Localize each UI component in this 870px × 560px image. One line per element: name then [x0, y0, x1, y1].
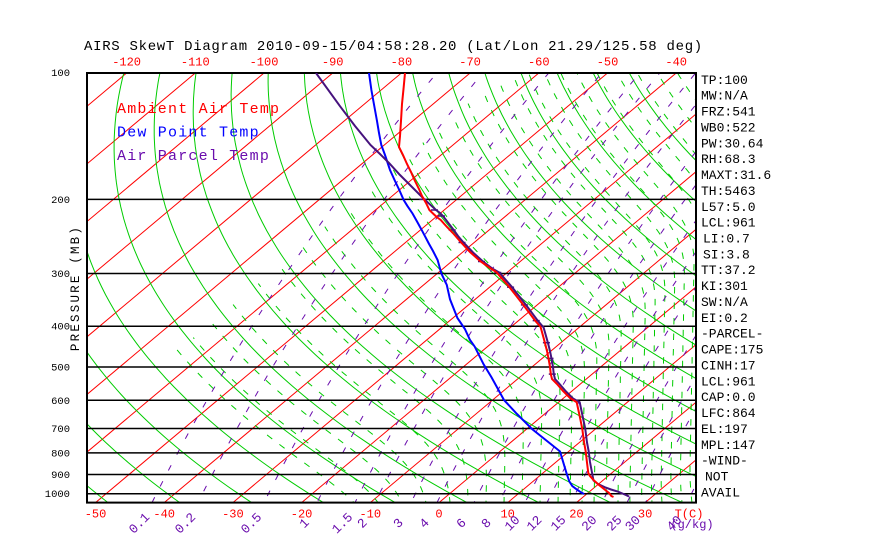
svg-text:-50: -50	[85, 508, 107, 522]
svg-text:T(C): T(C)	[675, 508, 704, 522]
svg-text:600: 600	[51, 396, 70, 408]
svg-text:-20: -20	[291, 508, 313, 522]
svg-text:RH:68.3: RH:68.3	[701, 152, 756, 167]
svg-text:-PARCEL-: -PARCEL-	[701, 327, 763, 342]
svg-text:-30: -30	[222, 508, 244, 522]
svg-text:LFC:864: LFC:864	[701, 406, 756, 421]
svg-text:-70: -70	[459, 56, 481, 70]
svg-text:TP:100: TP:100	[701, 73, 748, 88]
svg-text:Air Parcel Temp: Air Parcel Temp	[117, 148, 270, 165]
svg-text:TH:5463: TH:5463	[701, 184, 756, 199]
svg-text:EL:197: EL:197	[701, 422, 748, 437]
svg-text:KI:301: KI:301	[701, 279, 748, 294]
svg-text:200: 200	[51, 195, 70, 207]
svg-text:Ambient Air Temp: Ambient Air Temp	[117, 101, 280, 118]
svg-text:NOT: NOT	[705, 470, 729, 485]
svg-text:-40: -40	[665, 56, 687, 70]
svg-text:SI:3.8: SI:3.8	[703, 247, 750, 262]
svg-text:1000: 1000	[45, 489, 70, 501]
svg-text:300: 300	[51, 269, 70, 281]
svg-text:-60: -60	[528, 56, 550, 70]
svg-text:500: 500	[51, 363, 70, 375]
svg-text:AVAIL: AVAIL	[701, 485, 740, 500]
svg-text:800: 800	[51, 448, 70, 460]
svg-text:CINH:17: CINH:17	[701, 359, 756, 374]
svg-text:AIRS SkewT Diagram 2010-09-15/: AIRS SkewT Diagram 2010-09-15/04:58:28.2…	[84, 39, 703, 55]
svg-text:30: 30	[638, 508, 652, 522]
svg-text:MW:N/A: MW:N/A	[701, 89, 748, 104]
svg-text:MPL:147: MPL:147	[701, 438, 756, 453]
svg-text:-50: -50	[597, 56, 619, 70]
svg-text:CAPE:175: CAPE:175	[701, 343, 763, 358]
svg-text:(g/kg): (g/kg)	[670, 518, 713, 532]
svg-text:20: 20	[569, 508, 583, 522]
svg-text:MAXT:31.6: MAXT:31.6	[701, 168, 771, 183]
svg-text:700: 700	[51, 424, 70, 436]
svg-text:-WIND-: -WIND-	[701, 454, 748, 469]
svg-text:EI:0.2: EI:0.2	[701, 311, 748, 326]
svg-text:Dew Point Temp: Dew Point Temp	[117, 125, 260, 142]
svg-text:CAP:0.0: CAP:0.0	[701, 390, 756, 405]
svg-text:0: 0	[435, 508, 442, 522]
svg-text:400: 400	[51, 322, 70, 334]
svg-text:-80: -80	[391, 56, 413, 70]
svg-text:-120: -120	[112, 56, 141, 70]
svg-text:100: 100	[51, 68, 70, 80]
svg-text:10: 10	[500, 508, 514, 522]
svg-text:WB0:522: WB0:522	[701, 120, 756, 135]
svg-text:-100: -100	[250, 56, 279, 70]
svg-text:LCL:961: LCL:961	[701, 216, 756, 231]
svg-text:SW:N/A: SW:N/A	[701, 295, 748, 310]
svg-text:LCL:961: LCL:961	[701, 374, 756, 389]
svg-text:L57:5.0: L57:5.0	[701, 200, 756, 215]
svg-text:900: 900	[51, 470, 70, 482]
svg-text:LI:0.7: LI:0.7	[703, 232, 750, 247]
svg-text:-90: -90	[322, 56, 344, 70]
svg-text:PRESSURE (MB): PRESSURE (MB)	[69, 225, 83, 351]
svg-text:-10: -10	[359, 508, 381, 522]
svg-text:PW:30.64: PW:30.64	[701, 136, 764, 151]
svg-text:-110: -110	[181, 56, 210, 70]
svg-text:TT:37.2: TT:37.2	[701, 263, 756, 278]
svg-text:-40: -40	[153, 508, 175, 522]
svg-text:FRZ:541: FRZ:541	[701, 105, 756, 120]
